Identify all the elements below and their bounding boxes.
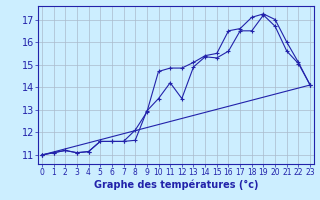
X-axis label: Graphe des températures (°c): Graphe des températures (°c) — [94, 180, 258, 190]
